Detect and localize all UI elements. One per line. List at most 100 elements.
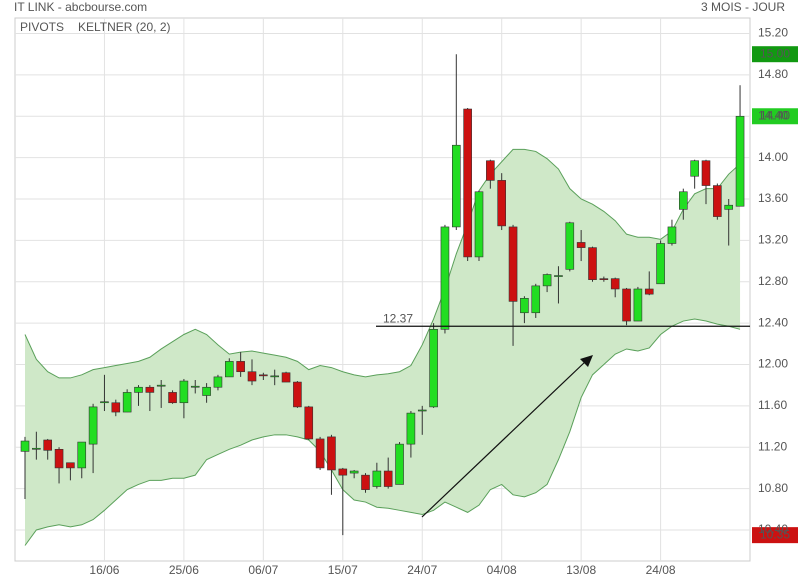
x-tick-label: 04/08 [487,563,517,577]
candle-body [32,447,41,450]
keltner-upper [24,148,741,379]
candle-body [236,361,245,373]
legend-entry: PIVOTS [20,20,64,34]
x-tick-label: 13/08 [566,563,596,577]
price-badge-label: 14.40 [760,108,790,122]
y-tick-label: 13.20 [758,233,788,247]
candle-body [88,406,98,445]
candle-body [474,191,484,258]
candle-body [100,401,109,404]
candle-body [497,180,507,227]
candle-body [531,285,541,314]
candle-body [66,462,75,469]
y-tick-label: 11.20 [758,439,787,453]
candle-body [451,144,461,228]
candle-body [406,412,416,445]
candle-body [588,247,597,280]
candle-body [327,436,336,471]
candle-body [213,376,223,388]
candle-body [77,441,87,469]
keltner-lower [24,318,741,546]
candle-body [724,204,734,210]
candle-body [372,470,382,487]
candle-body [315,438,325,469]
keltner-band-fill [25,149,741,546]
price-badge [752,46,798,63]
candle-body [565,222,575,270]
y-tick-label: 14.00 [758,150,788,164]
candle-body [429,329,438,408]
price-badge [752,527,798,544]
candle-body [202,386,211,396]
candle-body [622,288,631,322]
trend-arrow [421,360,587,518]
y-tick-label: 15.20 [758,26,788,40]
candle-body [395,443,404,485]
y-tick-label: 12.00 [758,357,788,371]
candle-body [610,278,620,290]
candle-body [633,288,643,322]
x-tick-label: 16/06 [89,563,119,577]
candle-body [667,226,677,244]
y-tick-label: 10.80 [758,481,788,495]
candle-body [735,115,745,207]
candle-body [225,361,234,378]
candle-body [486,160,495,181]
candle-body [122,392,132,413]
x-tick-label: 15/07 [328,563,358,577]
period-label: 3 MOIS - JOUR [701,0,785,14]
candle-body [417,409,427,412]
candle-body [20,440,30,452]
candle-body [156,384,166,387]
candle-body [190,385,200,388]
x-tick-label: 24/08 [646,563,676,577]
y-tick-label: 13.60 [758,191,788,205]
candle-body [270,375,280,378]
price-badge [752,108,798,125]
candle-body [644,288,654,295]
candle-body [554,275,563,277]
candle-body [338,468,348,476]
level-label: 12.37 [383,311,413,325]
candle-body [43,439,53,451]
candle-body [440,226,450,330]
x-tick-label: 24/07 [407,563,437,577]
candle-body [134,386,143,393]
candle-body [179,380,189,404]
candle-body [508,226,518,302]
price-badge-label: 10.35 [760,527,790,541]
candle-body [281,372,291,383]
candle-body [145,386,155,393]
y-tick-label: 10.40 [758,522,788,536]
candle-body [542,274,552,287]
candle-body [678,191,688,210]
candle-body [111,402,121,413]
x-tick-label: 06/07 [248,563,278,577]
candle-body [463,108,472,258]
price-badge-label: 15.00 [760,46,790,60]
y-tick-label: 14.80 [758,67,788,81]
candle-body [701,160,711,186]
y-tick-label: 12.40 [758,315,788,329]
candle-body [54,448,64,469]
candle-body [576,242,586,248]
x-tick-label: 25/06 [169,563,199,577]
candle-body [247,371,257,382]
candle-body [293,381,302,408]
candle-body [361,474,370,490]
y-tick-label: 12.80 [758,274,788,288]
candle-body [383,470,393,487]
candle-body [520,297,529,314]
candle-body [259,374,268,377]
candle-body [349,470,359,474]
y-tick-label: 11.60 [758,398,787,412]
candle-body [656,243,665,285]
chart-title: IT LINK - abcbourse.com [14,0,147,14]
legend-entry: KELTNER (20, 2) [78,20,170,34]
candle-body [304,406,314,440]
arrow-head [580,355,593,367]
candle-body [690,160,699,177]
candle-body [168,392,177,404]
